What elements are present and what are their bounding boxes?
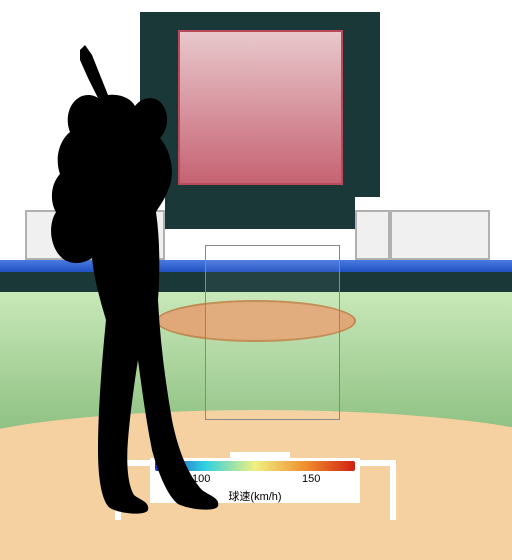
chalk-line [390, 460, 396, 520]
legend-tick: 150 [302, 473, 320, 485]
stands-right-near [355, 210, 390, 260]
batter-silhouette [10, 40, 230, 520]
pitch-chart: 100150 球速(km/h) [0, 0, 512, 512]
stands-right-far [390, 210, 490, 260]
